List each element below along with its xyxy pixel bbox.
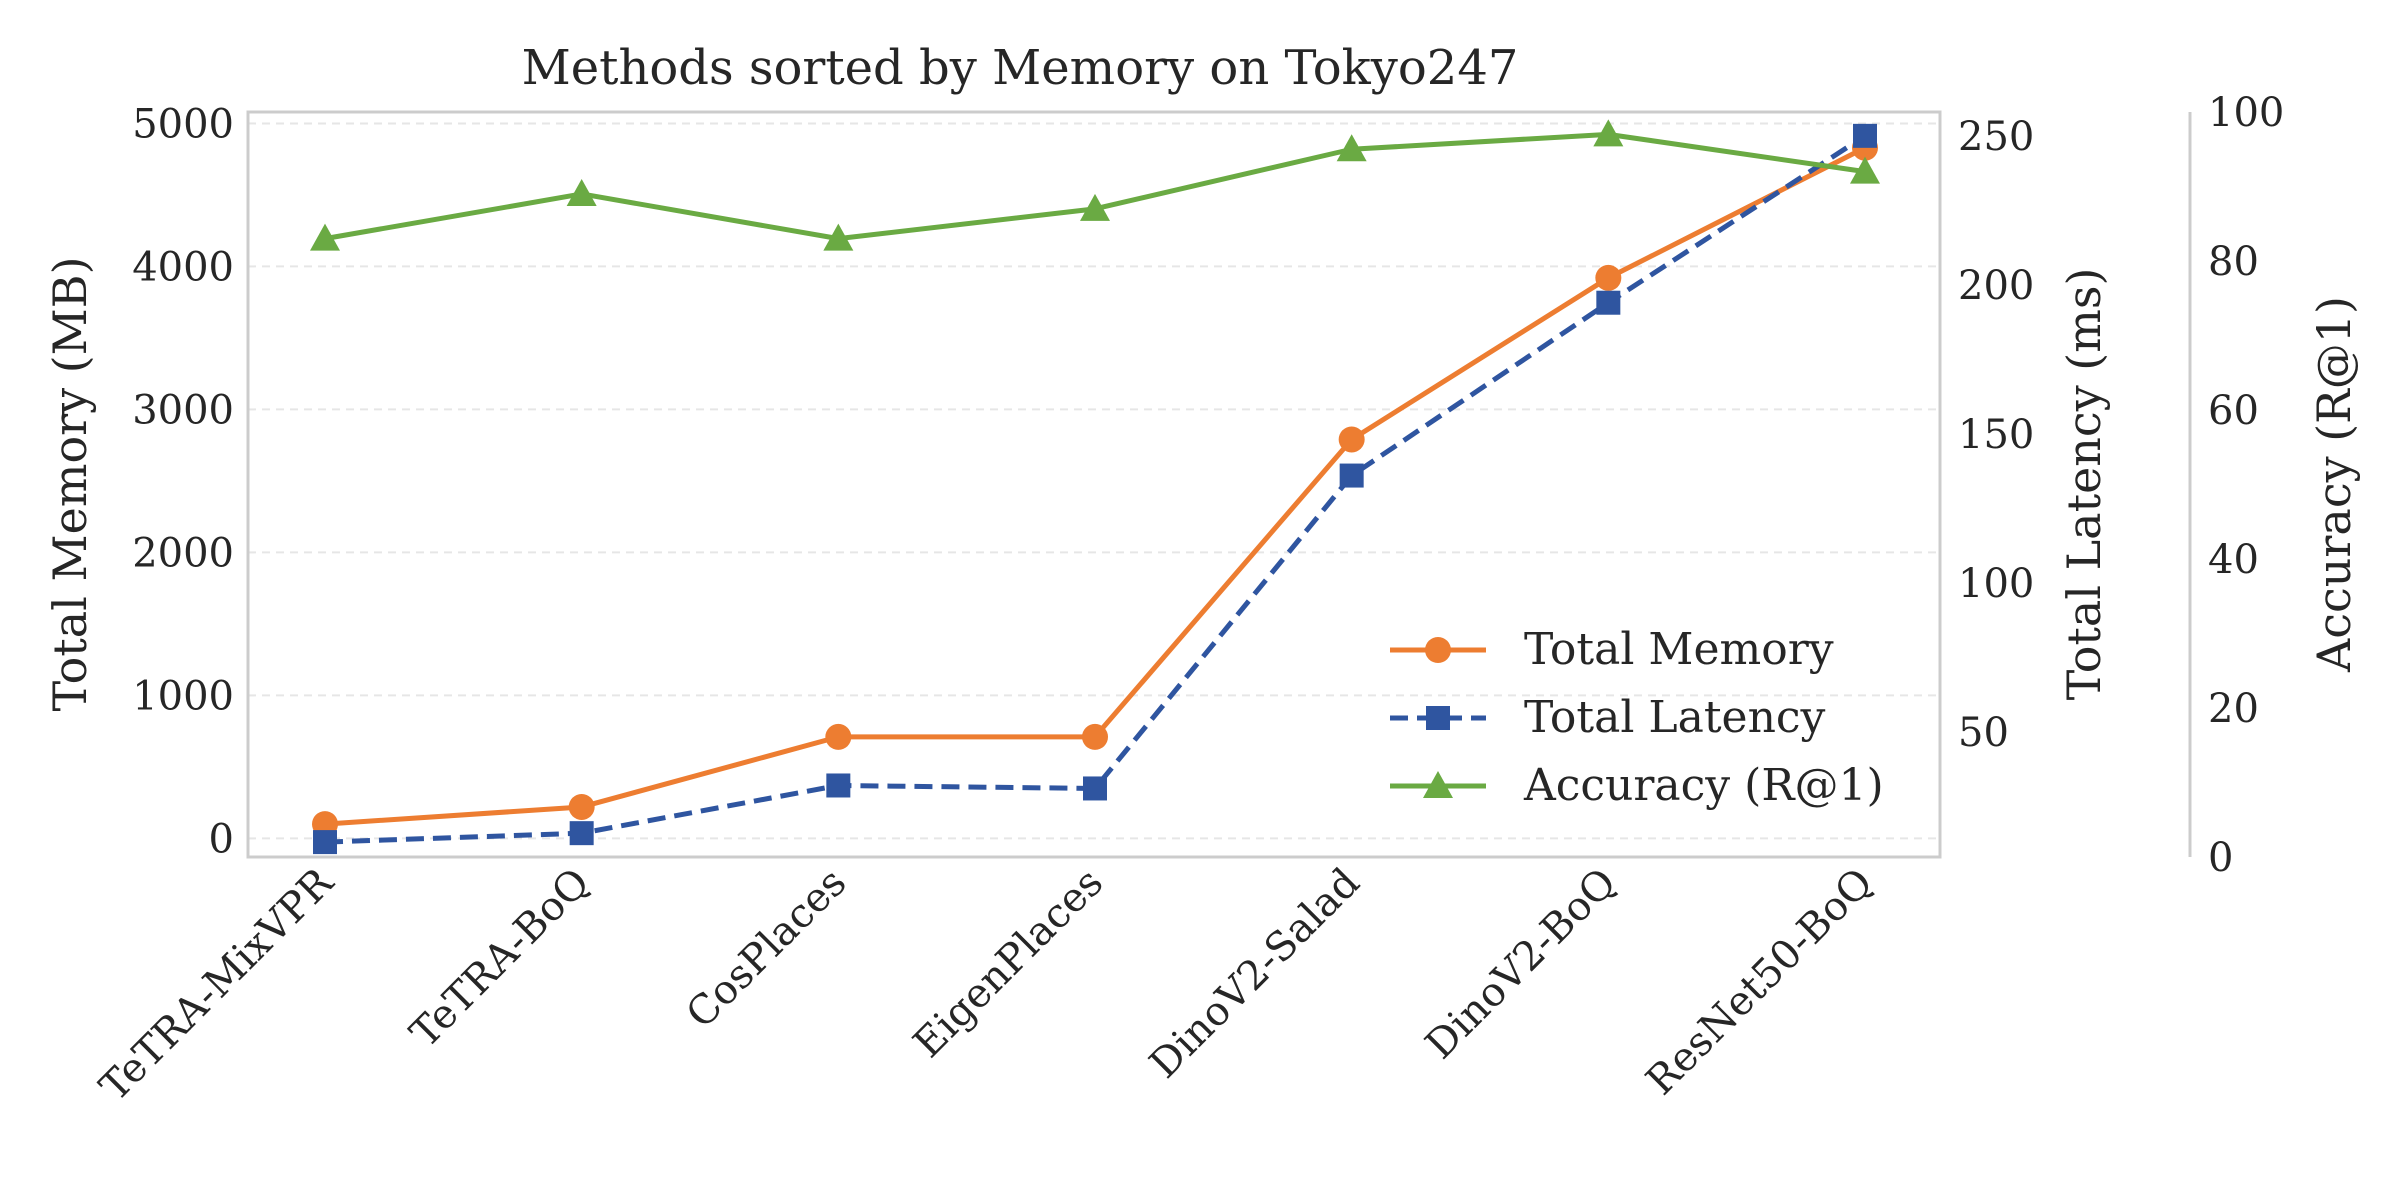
- x-tick-label: TeTRA-MixVPR: [91, 858, 343, 1110]
- left-axis-title: Total Memory (MB): [43, 256, 97, 711]
- data-point-accuracy-r-1: [823, 223, 854, 251]
- legend-marker-accuracy-r-1: [1423, 771, 1453, 798]
- data-point-total-memory: [568, 793, 595, 820]
- data-point-total-memory: [1338, 426, 1365, 453]
- far-right-tick-label: 40: [2208, 537, 2259, 583]
- data-point-accuracy-r-1: [1850, 156, 1880, 184]
- legend-marker-total-memory: [1425, 637, 1451, 663]
- left-tick-label: 2000: [132, 530, 234, 576]
- data-point-accuracy-r-1: [566, 178, 597, 206]
- x-tick-label: ResNet50-BoQ: [1638, 860, 1882, 1104]
- data-point-total-latency: [313, 830, 337, 855]
- x-tick-label: DinoV2-BoQ: [1417, 860, 1625, 1068]
- right-tick-label: 100: [1958, 561, 2034, 607]
- series-layer: [310, 119, 1880, 855]
- data-point-total-memory: [1595, 264, 1622, 291]
- chart-title: Methods sorted by Memory on Tokyo247: [522, 40, 1519, 96]
- data-point-total-latency: [1853, 123, 1877, 148]
- right-tick-label: 200: [1958, 263, 2034, 309]
- left-tick-label: 4000: [132, 244, 234, 290]
- right-tick-label: 250: [1958, 114, 2034, 160]
- data-point-total-latency: [1339, 463, 1364, 488]
- data-point-total-latency: [569, 821, 594, 846]
- far-right-tick-label: 0: [2208, 835, 2233, 881]
- data-point-total-latency: [826, 773, 851, 798]
- right-tick-label: 50: [1958, 710, 2009, 756]
- x-tick-label: TeTRA-BoQ: [402, 860, 599, 1057]
- series-total-latency: [313, 123, 1877, 855]
- far-right-tick-label: 60: [2208, 388, 2259, 434]
- data-point-accuracy-r-1: [1080, 193, 1110, 221]
- far-right-tick-label: 20: [2208, 686, 2259, 732]
- legend-marker-total-latency: [1426, 706, 1450, 730]
- series-line-accuracy-r-1: [324, 131, 1866, 242]
- left-tick-label: 5000: [132, 101, 234, 147]
- x-axis-ticks: TeTRA-MixVPR TeTRA-BoQ CosPlaces EigenPlace…: [91, 858, 1882, 1110]
- gridlines: [248, 122, 1940, 840]
- data-point-total-latency: [1596, 290, 1621, 315]
- left-tick-label: 3000: [132, 387, 234, 433]
- far-right-axis-title: Accuracy (R@1): [2307, 296, 2361, 673]
- x-tick-label: DinoV2-Salad: [1141, 860, 1369, 1088]
- far-right-tick-label: 80: [2208, 239, 2259, 285]
- data-point-total-memory: [825, 723, 852, 750]
- legend-label: Accuracy (R@1): [1523, 760, 1884, 811]
- series-accuracy-r-1: [310, 119, 1880, 251]
- legend: Total Memory Total Latency Accuracy (R@1): [1390, 624, 1884, 811]
- left-tick-label: 0: [209, 816, 234, 862]
- left-axis-ticks: 0 1000 2000 3000 4000 5000: [132, 101, 234, 862]
- far-right-tick-label: 100: [2208, 90, 2284, 136]
- x-tick-label: CosPlaces: [678, 860, 856, 1038]
- plot-frame: [246, 110, 1942, 859]
- legend-label: Total Latency: [1524, 692, 1826, 743]
- legend-label: Total Memory: [1524, 624, 1834, 675]
- data-point-accuracy-r-1: [1336, 134, 1367, 162]
- right-tick-label: 150: [1958, 412, 2034, 458]
- x-tick-label: EigenPlaces: [905, 860, 1112, 1067]
- data-point-total-memory: [1082, 723, 1108, 750]
- data-point-accuracy-r-1: [1593, 119, 1624, 147]
- data-point-accuracy-r-1: [310, 223, 340, 251]
- left-tick-label: 1000: [132, 673, 234, 719]
- data-point-total-latency: [1083, 776, 1107, 801]
- right-axis-ticks: 50 100 150 200 250: [1958, 114, 2034, 756]
- right-axis-title: Total Latency (ms): [2057, 268, 2111, 701]
- far-right-axis-ticks: 0 20 40 60 80 100: [2208, 90, 2284, 881]
